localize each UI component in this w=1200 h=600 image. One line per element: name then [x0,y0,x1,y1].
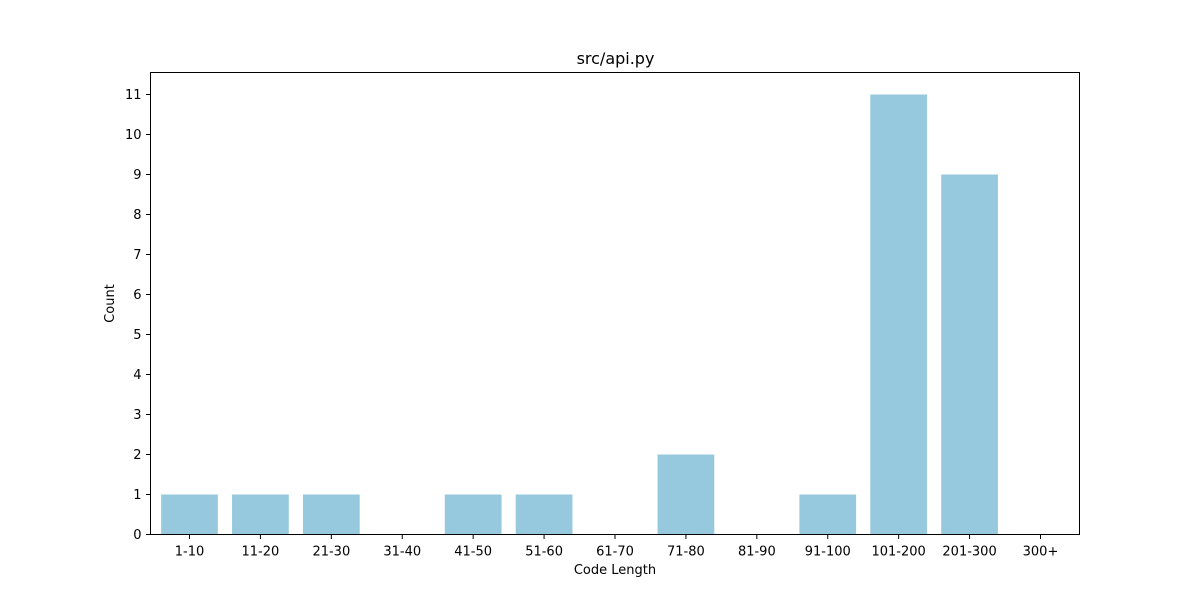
bar-71-80 [657,454,715,535]
y-tick-label: 9 [133,168,141,183]
x-tick-label: 41-50 [454,545,492,560]
x-tick-label: 61-70 [596,545,634,560]
x-tick-label: 71-80 [667,545,705,560]
x-tick-label: 11-20 [242,545,280,560]
bar-21-30 [302,494,360,535]
bars-group [161,94,998,535]
x-tick-label: 1-10 [175,545,205,560]
bar-201-300 [941,174,998,535]
x-tick-label: 91-100 [805,545,851,560]
y-tick-label: 0 [133,528,141,543]
y-tick-label: 2 [133,448,141,463]
y-axis: 0 1 2 3 4 5 6 7 8 9 10 11 [125,88,151,543]
x-tick-label: 81-90 [738,545,776,560]
chart-title: src/api.py [577,49,655,68]
x-axis: 1-10 11-20 21-30 31-40 41-50 51-60 61-70 71-80 8… [175,534,1059,560]
x-axis-title: Code Length [574,563,656,578]
x-tick-label: 300+ [1023,545,1059,560]
bar-101-200 [870,94,928,535]
x-tick-label: 31-40 [383,545,421,560]
y-tick-label: 7 [133,248,141,263]
x-tick-label: 51-60 [525,545,563,560]
y-tick-label: 11 [125,88,142,103]
y-tick-label: 4 [133,368,141,383]
y-tick-label: 3 [133,408,141,423]
x-tick-label: 201-300 [942,545,996,560]
bar-1-10 [161,494,218,535]
x-tick-label: 101-200 [871,545,925,560]
y-tick-label: 5 [133,328,141,343]
y-tick-label: 6 [133,288,141,303]
bar-91-100 [799,494,857,535]
bar-41-50 [444,494,502,535]
y-tick-label: 8 [133,208,141,223]
plot-frame [150,72,1080,535]
x-tick-label: 21-30 [312,545,350,560]
bar-11-20 [232,494,289,535]
y-axis-title: Count [103,284,118,323]
y-tick-label: 1 [133,488,141,503]
y-tick-label: 10 [125,128,142,143]
bar-51-60 [515,494,573,535]
